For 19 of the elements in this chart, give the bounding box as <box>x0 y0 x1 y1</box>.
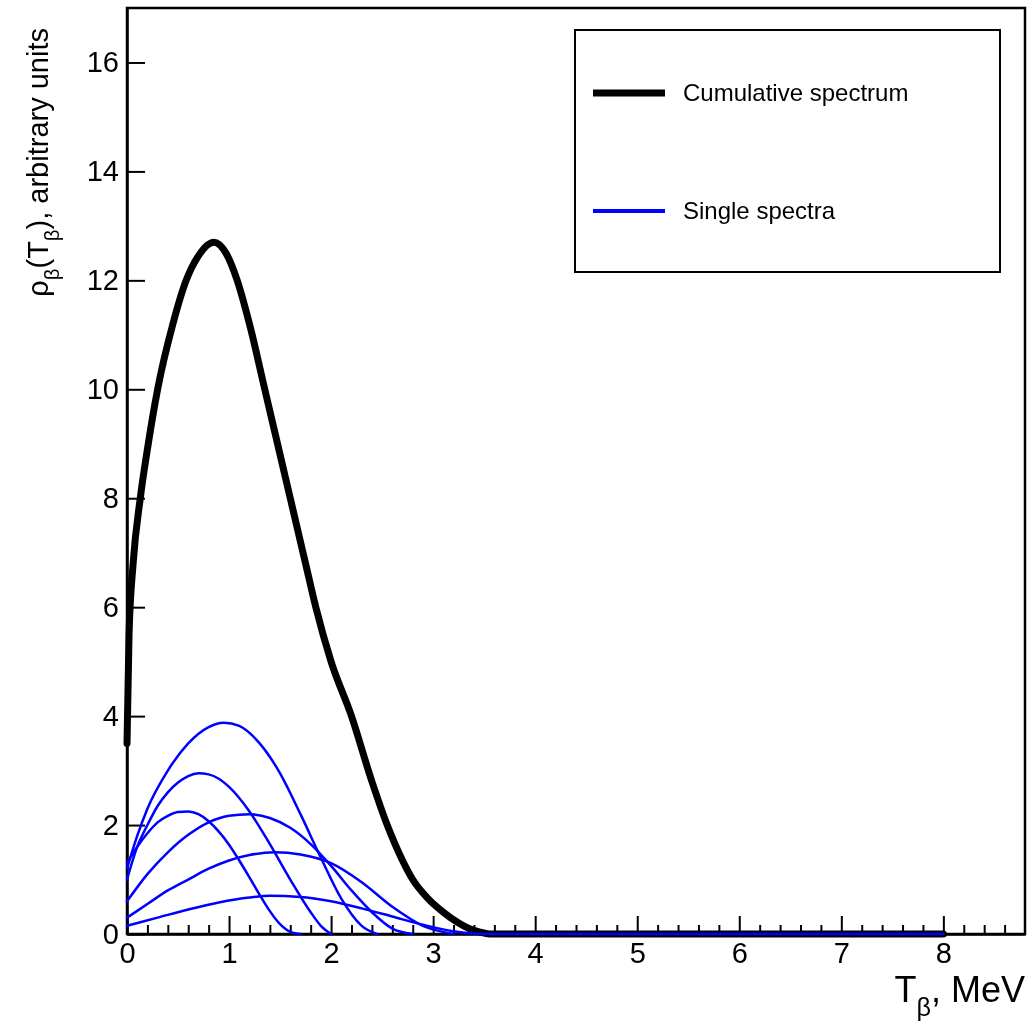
x-tick-label: 3 <box>425 936 442 969</box>
y-tick-label: 16 <box>86 46 119 79</box>
x-tick-label: 6 <box>731 936 748 969</box>
y-tick-label: 4 <box>102 699 119 732</box>
legend-label: Cumulative spectrum <box>683 79 909 106</box>
y-tick-label: 12 <box>86 264 119 297</box>
x-tick-label: 2 <box>323 936 340 969</box>
y-tick-label: 8 <box>102 482 119 515</box>
y-tick-label: 14 <box>86 155 119 188</box>
y-tick-label: 2 <box>102 808 119 841</box>
x-tick-label: 5 <box>629 936 646 969</box>
y-tick-label: 10 <box>86 373 119 406</box>
x-tick-label: 8 <box>935 936 952 969</box>
x-tick-label: 7 <box>833 936 850 969</box>
y-tick-label: 6 <box>102 590 119 623</box>
legend-label: Single spectra <box>683 197 836 224</box>
x-tick-label: 4 <box>527 936 544 969</box>
x-axis-title: T$_{β}$, MeV <box>894 969 1025 1021</box>
x-tick-label: 1 <box>221 936 238 969</box>
